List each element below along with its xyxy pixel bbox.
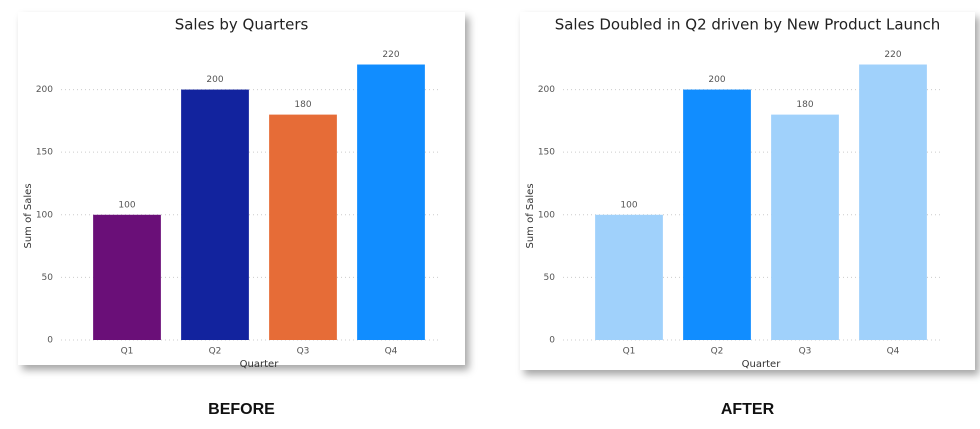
y-tick-label: 100 — [538, 210, 555, 220]
y-tick-label: 200 — [538, 85, 555, 95]
bar — [181, 89, 249, 340]
bar — [93, 214, 161, 340]
x-axis-label: Quarter — [742, 359, 782, 370]
y-tick-label: 200 — [36, 85, 53, 95]
caption: AFTER — [721, 401, 775, 418]
x-tick-label: Q2 — [711, 347, 724, 357]
data-label: 200 — [206, 75, 223, 85]
x-tick-label: Q4 — [887, 347, 900, 357]
data-label: 220 — [382, 50, 399, 60]
chart-panel: Sales by Quarters 0 50 100 150 200 Sum of Sale… — [18, 12, 465, 370]
chart-title: Sales by Quarters — [175, 16, 309, 34]
data-label: 180 — [294, 100, 311, 110]
y-tick-label: 100 — [36, 210, 53, 220]
bar — [269, 114, 337, 340]
x-tick-label: Q3 — [799, 347, 812, 357]
data-label: 100 — [118, 200, 135, 210]
bar — [357, 64, 425, 341]
y-tick-label: 0 — [47, 336, 53, 346]
data-label: 220 — [884, 50, 901, 60]
x-tick-label: Q2 — [209, 347, 222, 357]
bar — [859, 64, 927, 341]
x-tick-label: Q1 — [121, 347, 134, 357]
y-axis-label: Sum of Sales — [525, 183, 536, 248]
data-label: 200 — [708, 75, 725, 85]
y-tick-label: 50 — [544, 273, 556, 283]
x-tick-label: Q1 — [623, 347, 636, 357]
chart-panel: Sales Doubled in Q2 driven by New Produc… — [520, 12, 975, 370]
bar — [595, 214, 663, 340]
data-label: 100 — [620, 200, 637, 210]
chart-title: Sales Doubled in Q2 driven by New Produc… — [555, 16, 941, 34]
x-axis-label: Quarter — [240, 359, 280, 370]
y-tick-label: 50 — [42, 273, 54, 283]
y-tick-label: 0 — [549, 336, 555, 346]
data-label: 180 — [796, 100, 813, 110]
bar — [771, 114, 839, 340]
y-tick-label: 150 — [36, 148, 53, 158]
bar — [683, 89, 751, 340]
y-axis-label: Sum of Sales — [23, 183, 34, 248]
x-tick-label: Q4 — [385, 347, 398, 357]
x-tick-label: Q3 — [297, 347, 310, 357]
caption: BEFORE — [208, 401, 275, 418]
y-tick-label: 150 — [538, 148, 555, 158]
